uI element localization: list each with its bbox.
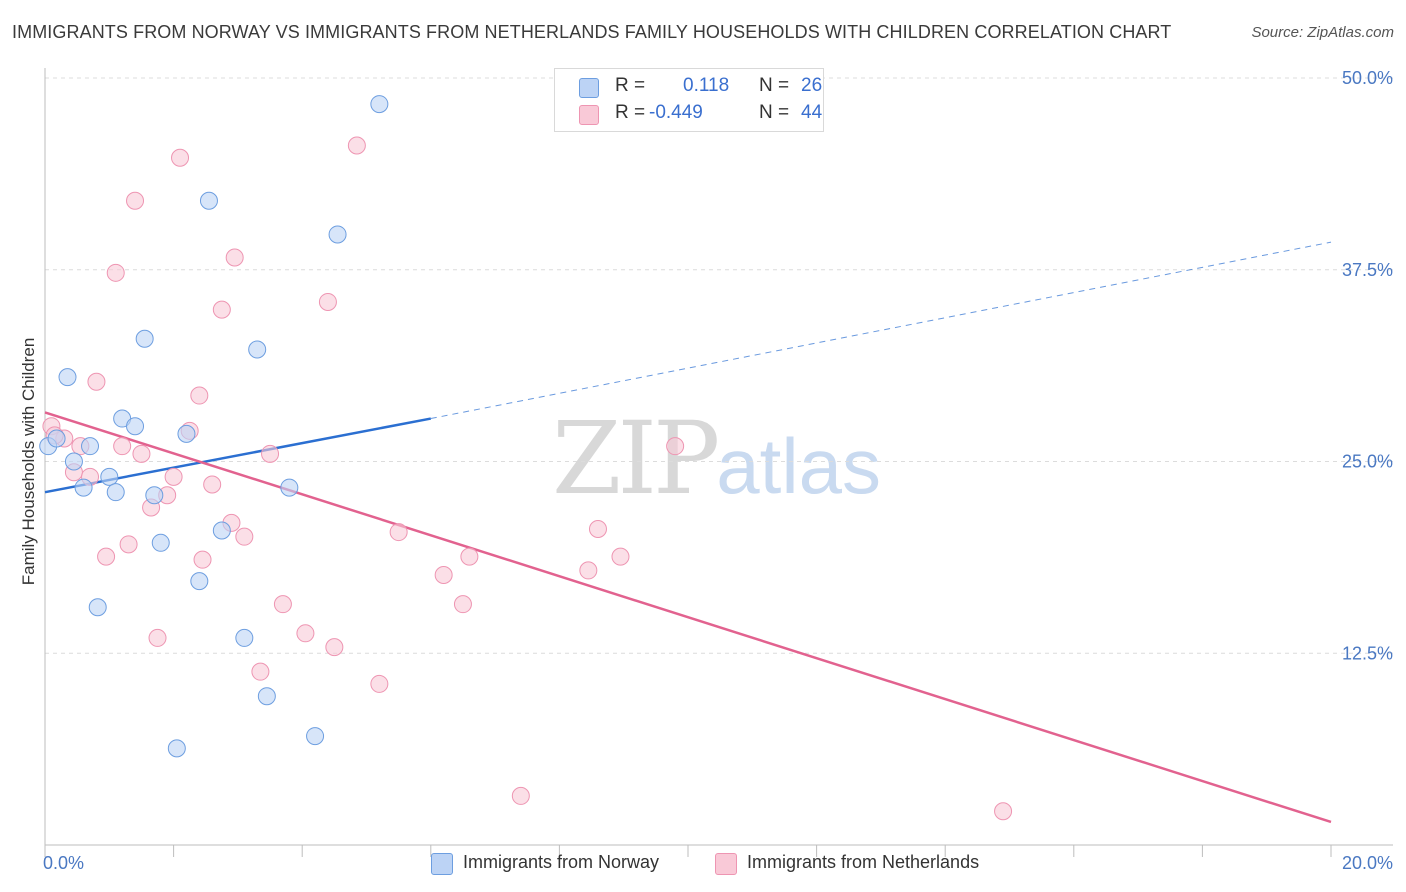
netherlands-point	[325, 638, 344, 657]
watermark: ZIPatlas	[552, 400, 881, 517]
netherlands-point	[460, 547, 479, 566]
netherlands-swatch	[579, 105, 599, 125]
netherlands-point	[148, 628, 167, 647]
netherlands-point	[212, 300, 231, 319]
netherlands-point	[273, 595, 292, 614]
norway-r-value: 0.118	[683, 75, 730, 96]
norway-point	[199, 191, 218, 210]
netherlands-point	[97, 547, 116, 566]
netherlands-point	[347, 136, 366, 155]
norway-point	[151, 533, 170, 552]
y-axis-label: Family Households with Children	[19, 338, 38, 586]
bottom-norway-label: Immigrants from Norway	[463, 852, 660, 872]
norway-point	[167, 739, 186, 758]
netherlands-point	[119, 535, 138, 554]
norway-point	[58, 368, 77, 387]
netherlands-point	[132, 444, 151, 463]
netherlands-r-label: R =	[615, 102, 646, 123]
norway-point	[190, 572, 209, 591]
netherlands-n-value: 44	[801, 102, 823, 123]
bottom-netherlands-swatch	[715, 853, 737, 875]
netherlands-point	[106, 263, 125, 282]
netherlands-trend-line	[44, 411, 1332, 824]
norway-point	[212, 521, 231, 540]
netherlands-point	[171, 148, 190, 167]
norway-point	[280, 478, 299, 497]
y-tick-label: 12.5%	[1342, 643, 1393, 663]
norway-point	[328, 225, 347, 244]
norway-r-label: R =	[615, 75, 646, 96]
norway-point	[64, 452, 83, 471]
norway-point	[235, 628, 254, 647]
netherlands-point	[434, 566, 453, 585]
netherlands-point	[453, 595, 472, 614]
norway-point	[177, 424, 196, 443]
netherlands-point	[318, 292, 337, 311]
norway-point	[100, 467, 119, 486]
netherlands-point	[370, 674, 389, 693]
netherlands-point	[126, 191, 145, 210]
netherlands-point	[164, 467, 183, 486]
norway-point	[126, 417, 145, 436]
netherlands-point	[193, 550, 212, 569]
norway-trend-extension	[430, 241, 1332, 420]
norway-n-value: 26	[801, 75, 823, 96]
netherlands-r-value: -0.449	[649, 102, 703, 123]
watermark-zip: ZIP	[552, 400, 720, 517]
norway-point	[74, 478, 93, 497]
netherlands-point	[251, 662, 270, 681]
bottom-norway-swatch	[431, 853, 453, 875]
netherlands-point	[190, 386, 209, 405]
netherlands-point	[296, 624, 315, 643]
source-label: Source: ZipAtlas.com	[1251, 24, 1394, 41]
netherlands-point	[225, 248, 244, 267]
netherlands-point	[203, 475, 222, 494]
bottom-netherlands-label: Immigrants from Netherlands	[747, 852, 980, 872]
netherlands-point	[261, 444, 280, 463]
netherlands-point	[511, 786, 530, 805]
y-tick-label: 50.0%	[1342, 68, 1393, 88]
norway-point	[145, 486, 164, 505]
axes	[44, 68, 1393, 857]
y-tick-label: 25.0%	[1342, 452, 1393, 472]
x-tick-label: 0.0%	[43, 853, 84, 873]
norway-n-label: N =	[759, 75, 790, 96]
stats-legend: R = 0.118 N = 26 R = -0.449 N = 44	[554, 68, 824, 132]
y-tick-label: 37.5%	[1342, 260, 1393, 280]
netherlands-point	[994, 802, 1013, 821]
netherlands-point	[666, 437, 685, 456]
norway-point	[135, 329, 154, 348]
tick-labels: 12.5% 25.0% 37.5% 50.0% 0.0% 20.0% Family Hous…	[19, 68, 1393, 873]
norway-point	[257, 687, 276, 706]
netherlands-point	[389, 523, 408, 542]
grid-lines	[45, 77, 1393, 654]
norway-point	[106, 483, 125, 502]
watermark-atlas: atlas	[716, 422, 882, 510]
netherlands-point	[235, 527, 254, 546]
norway-swatch	[579, 78, 599, 98]
norway-point	[370, 95, 389, 114]
norway-point	[88, 598, 107, 617]
netherlands-point	[113, 437, 132, 456]
data-points	[39, 95, 1013, 821]
netherlands-n-label: N =	[759, 102, 790, 123]
norway-point	[306, 727, 325, 746]
netherlands-point	[611, 547, 630, 566]
netherlands-point	[579, 561, 598, 580]
netherlands-point	[87, 372, 106, 391]
chart-title: IMMIGRANTS FROM NORWAY VS IMMIGRANTS FRO…	[12, 22, 1172, 42]
norway-point	[47, 429, 66, 448]
norway-point	[81, 437, 100, 456]
x-tick-label: 20.0%	[1342, 853, 1393, 873]
norway-point	[248, 340, 267, 359]
netherlands-point	[588, 519, 607, 538]
